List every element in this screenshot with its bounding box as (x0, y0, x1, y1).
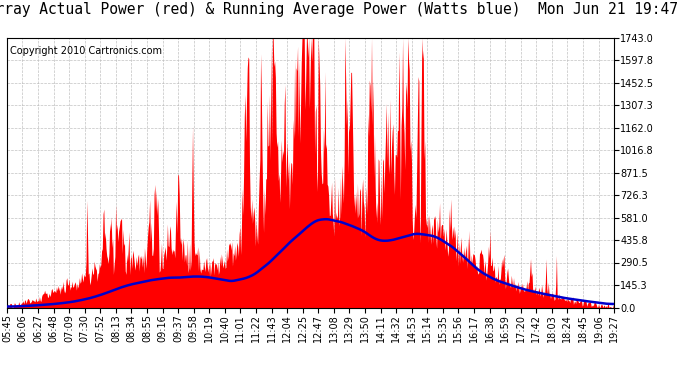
Text: East Array Actual Power (red) & Running Average Power (Watts blue)  Mon Jun 21 1: East Array Actual Power (red) & Running … (0, 2, 678, 17)
Text: Copyright 2010 Cartronics.com: Copyright 2010 Cartronics.com (10, 46, 162, 56)
